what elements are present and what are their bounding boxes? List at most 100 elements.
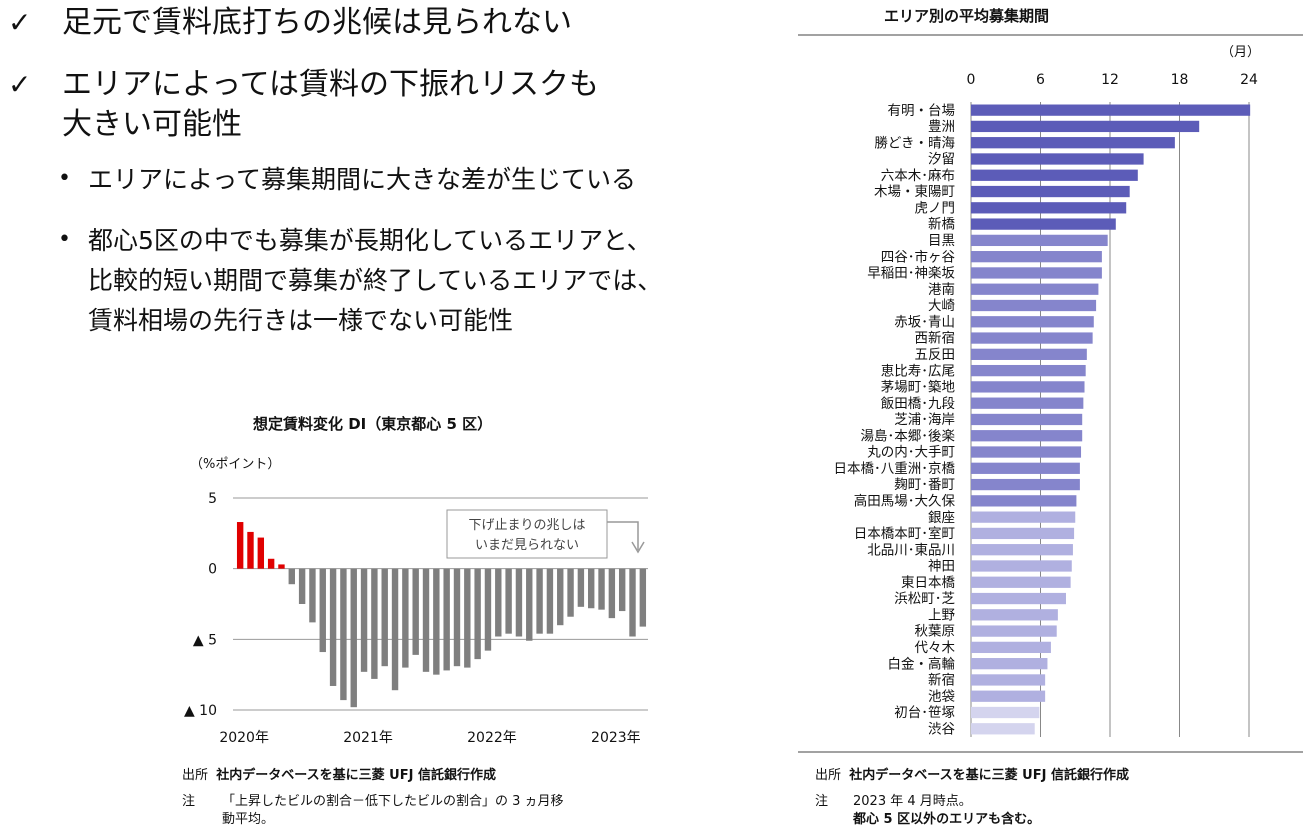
bullet-dot-icon: • xyxy=(58,166,71,191)
area-bar xyxy=(971,251,1102,263)
category-label: 秋葉原 xyxy=(915,624,956,640)
area-bar xyxy=(971,527,1075,540)
x-axis-unit: （月） xyxy=(1221,45,1260,60)
di-bar xyxy=(526,568,533,641)
di-bar xyxy=(536,568,543,634)
category-label: 早稲田･神楽坂 xyxy=(867,266,955,282)
sub-bullet-2-line3: 賃料相場の先行きは一様でない可能性 xyxy=(88,306,514,335)
area-bar xyxy=(971,137,1175,149)
di-bar xyxy=(278,564,285,569)
bullet-heading-1: 足元で賃料底打ちの兆候は見られない xyxy=(62,5,572,40)
area-bar xyxy=(971,185,1130,198)
category-label: 新宿 xyxy=(928,672,955,689)
category-label: 日本橋･八重洲･京橋 xyxy=(834,461,956,477)
category-label: 銀座 xyxy=(928,510,955,526)
category-label: 初台･笹塚 xyxy=(894,704,955,721)
x-tick-label: 24 xyxy=(1240,72,1258,88)
sub-bullet-1: エリアによって募集期間に大きな差が生じている xyxy=(88,165,637,194)
category-label: 飯田橋･九段 xyxy=(881,396,955,412)
category-label: 麹町･番町 xyxy=(894,476,955,493)
annotation-text: 下げ止まりの兆しは xyxy=(468,518,585,533)
category-label: 虎ノ門 xyxy=(915,200,956,216)
area-bar xyxy=(971,609,1058,621)
category-label: 木場・東陽町 xyxy=(874,184,955,200)
arrow-down-icon xyxy=(631,541,645,554)
area-bar xyxy=(971,332,1093,344)
area-chart-note-line2: 都心 5 区以外のエリアも含む。 xyxy=(853,812,1041,827)
area-bar xyxy=(971,690,1046,702)
di-bar xyxy=(402,568,409,668)
area-chart-note-label: 注 xyxy=(815,794,829,809)
area-chart-note-line1: 2023 年 4 月時点。 xyxy=(853,794,972,809)
category-label: 恵比寿･広尾 xyxy=(881,362,955,379)
di-bar xyxy=(319,568,326,653)
category-label: 豊洲 xyxy=(928,119,955,135)
di-bar xyxy=(629,568,636,637)
category-label: 大崎 xyxy=(928,298,955,314)
area-bar xyxy=(971,560,1072,572)
di-bar xyxy=(557,568,564,626)
annotation-arrow-line xyxy=(607,521,639,550)
area-chart-title: エリア別の平均募集期間 xyxy=(884,7,1050,25)
area-bar xyxy=(971,218,1116,230)
category-label: 池袋 xyxy=(928,689,956,705)
area-chart-source: 出所 社内データベースを基に三菱 UFJ 信託銀行作成 xyxy=(815,766,1129,786)
category-label: 東日本橋 xyxy=(901,575,955,591)
di-bar xyxy=(247,531,254,569)
category-label: 湯島･本郷･後楽 xyxy=(861,427,956,444)
di-bar xyxy=(412,568,419,655)
di-bar xyxy=(340,568,347,701)
x-tick-label: 0 xyxy=(967,72,976,88)
di-bar xyxy=(360,568,368,672)
category-label: 北品川･東品川 xyxy=(867,542,955,558)
y-tick-label: 5 xyxy=(208,491,217,507)
bullet-heading-2-line2: 大きい可能性 xyxy=(62,107,242,142)
x-tick-label: 2020年 xyxy=(219,730,269,746)
area-bar xyxy=(971,625,1057,637)
x-tick-label: 12 xyxy=(1101,72,1119,88)
di-bar xyxy=(618,568,626,612)
area-bar xyxy=(971,576,1071,588)
y-axis-label: （%ポイント） xyxy=(190,457,280,472)
di-chart-note-line2: 動平均。 xyxy=(222,812,275,827)
y-tick-label: 0 xyxy=(208,562,217,578)
category-label: 赤坂･青山 xyxy=(894,314,955,330)
x-tick-label: 2021年 xyxy=(343,730,393,746)
area-bar xyxy=(971,234,1108,247)
category-label: 目黒 xyxy=(928,233,955,249)
area-bar xyxy=(971,544,1073,556)
di-bar xyxy=(639,568,647,627)
category-label: 勝どき・晴海 xyxy=(874,135,955,151)
category-label: 汐留 xyxy=(928,152,955,168)
di-bar xyxy=(381,568,388,667)
sub-bullet-2-line1: 都心5区の中でも募集が長期化しているエリアと、 xyxy=(88,226,652,255)
di-bar xyxy=(577,568,585,607)
area-bar xyxy=(971,413,1083,426)
di-bar xyxy=(391,568,399,691)
category-label: 日本橋本町･室町 xyxy=(854,525,955,542)
checkmark-icon: ✓ xyxy=(8,68,32,101)
source-text: 社内データベースを基に三菱 UFJ 信託銀行作成 xyxy=(216,768,496,783)
di-bar xyxy=(567,568,574,617)
category-label: 白金・高輪 xyxy=(888,655,956,672)
annotation-text: いまだ見られない xyxy=(475,538,579,553)
category-label: 上野 xyxy=(928,607,956,623)
di-bar xyxy=(484,568,492,651)
category-label: 神田 xyxy=(928,559,955,575)
area-bar xyxy=(971,723,1035,735)
di-bar xyxy=(474,568,481,660)
bullet-dot-icon: • xyxy=(58,227,71,252)
di-bar xyxy=(371,568,378,679)
di-bar xyxy=(598,568,605,610)
x-tick-label: 2022年 xyxy=(467,730,517,746)
area-bar xyxy=(971,478,1080,491)
di-bar xyxy=(298,568,306,604)
di-bar xyxy=(443,568,450,671)
area-bar xyxy=(971,381,1085,393)
category-label: 五反田 xyxy=(915,347,956,363)
category-label: 高田馬場･大久保 xyxy=(854,493,956,510)
source-label: 出所 xyxy=(815,768,842,783)
area-bar xyxy=(971,120,1200,133)
di-bar xyxy=(515,568,523,637)
